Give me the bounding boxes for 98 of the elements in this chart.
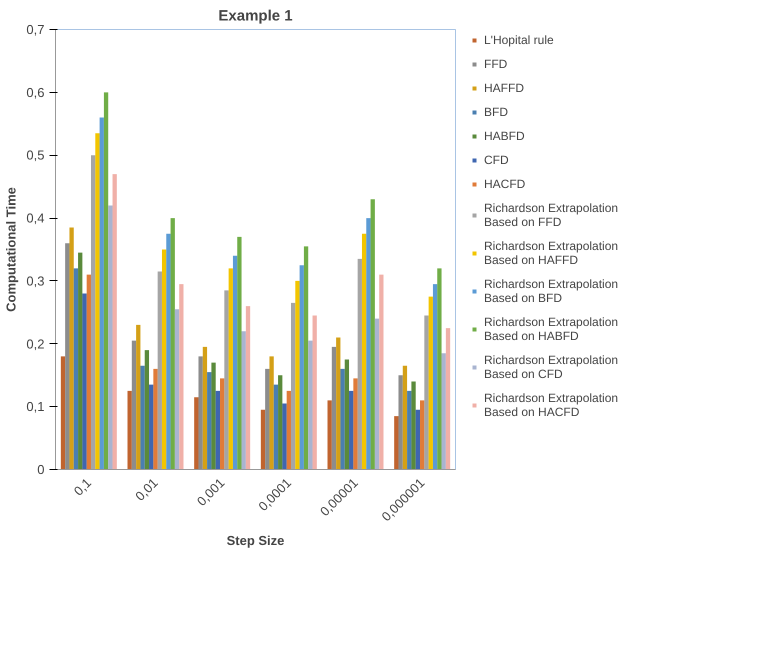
x-tick-label: 0,1 xyxy=(70,475,94,499)
bar xyxy=(332,346,336,470)
bar xyxy=(274,384,278,470)
bar xyxy=(349,390,354,470)
bar xyxy=(65,243,70,470)
y-tick-label: 0,6 xyxy=(26,84,45,100)
bar xyxy=(402,366,408,470)
legend-label: Richardson Extrapolation Based on FFD xyxy=(484,201,618,229)
bar xyxy=(216,390,220,470)
legend-label: Richardson Extrapolation Based on HABFD xyxy=(484,315,618,343)
bar xyxy=(265,368,270,470)
bar xyxy=(162,250,166,470)
y-tick-label: 0,1 xyxy=(26,399,45,414)
y-tick-label: 0,5 xyxy=(26,148,45,163)
bar xyxy=(278,375,282,470)
bar xyxy=(112,174,117,470)
bar xyxy=(207,372,212,470)
bar xyxy=(202,346,208,470)
bar xyxy=(398,375,403,470)
bar xyxy=(379,274,384,470)
bar xyxy=(340,368,345,470)
bar xyxy=(328,400,332,470)
bar xyxy=(78,252,82,470)
bar xyxy=(282,404,287,470)
bar xyxy=(60,356,66,470)
bar xyxy=(220,378,224,470)
bar xyxy=(353,378,358,470)
bar xyxy=(153,368,158,470)
y-tick-label: 0,4 xyxy=(26,210,45,226)
y-tick-label: 0,3 xyxy=(26,273,45,288)
y-tick-label: 0 xyxy=(37,462,45,477)
legend-label: Richardson Extrapolation Based on BFD xyxy=(484,277,618,305)
bar xyxy=(136,324,140,470)
bar xyxy=(336,338,340,470)
bar xyxy=(179,284,184,470)
bar xyxy=(442,353,446,470)
bar xyxy=(170,218,175,470)
legend-label: BFD xyxy=(484,105,508,119)
bar xyxy=(269,356,274,470)
legend-label: HAFFD xyxy=(484,81,524,95)
bar xyxy=(260,410,266,470)
bar xyxy=(194,397,198,470)
bar xyxy=(407,390,412,470)
bar xyxy=(232,256,238,470)
bar xyxy=(211,362,216,470)
bar xyxy=(166,234,171,470)
bar xyxy=(362,234,366,470)
bar xyxy=(228,268,233,470)
bar xyxy=(174,309,180,470)
x-tick-label: 0,01 xyxy=(132,475,161,504)
legend-label: HABFD xyxy=(484,129,525,143)
bar xyxy=(312,316,317,470)
bar xyxy=(132,340,136,470)
bar xyxy=(237,236,242,470)
bar xyxy=(149,384,154,470)
legend-label: L'Hopital rule xyxy=(484,33,554,47)
bar xyxy=(394,416,398,470)
bar xyxy=(432,284,438,470)
bar xyxy=(420,400,424,470)
bar xyxy=(374,318,380,470)
bar xyxy=(86,274,91,470)
chart-title: Example 1 xyxy=(218,8,293,24)
bar xyxy=(69,228,74,470)
legend-label: Richardson Extrapolation Based on HACFD xyxy=(484,391,618,419)
bar xyxy=(428,296,433,470)
bar xyxy=(198,356,203,470)
legend-label: Richardson Extrapolation Based on CFD xyxy=(484,353,618,381)
bar xyxy=(242,331,246,470)
bar xyxy=(104,92,108,470)
bar xyxy=(140,366,145,470)
legend-label: Richardson Extrapolation Based on HAFFD xyxy=(484,239,618,267)
bar xyxy=(128,390,132,470)
bar xyxy=(344,360,350,470)
bar xyxy=(370,199,375,470)
bar xyxy=(437,268,442,470)
bar xyxy=(286,390,291,470)
bar xyxy=(308,340,313,470)
bar xyxy=(446,328,450,470)
bar xyxy=(295,280,300,470)
legend-label: CFD xyxy=(484,153,509,167)
y-tick-label: 0,2 xyxy=(26,336,45,352)
bar xyxy=(366,218,371,470)
bar xyxy=(108,206,113,470)
bar xyxy=(82,294,87,470)
y-tick-label: 0,7 xyxy=(26,22,45,37)
bar xyxy=(416,410,420,470)
bar xyxy=(95,133,100,470)
bar xyxy=(300,265,304,470)
y-axis-title: Computational Time xyxy=(3,187,18,312)
bar xyxy=(246,306,250,470)
legend-label: HACFD xyxy=(484,177,526,191)
bar xyxy=(74,268,78,470)
bar xyxy=(144,350,150,470)
bar xyxy=(411,382,416,470)
bar xyxy=(100,118,104,470)
x-axis-title: Step Size xyxy=(226,533,284,548)
bar xyxy=(304,246,308,470)
legend-label: FFD xyxy=(484,57,508,71)
